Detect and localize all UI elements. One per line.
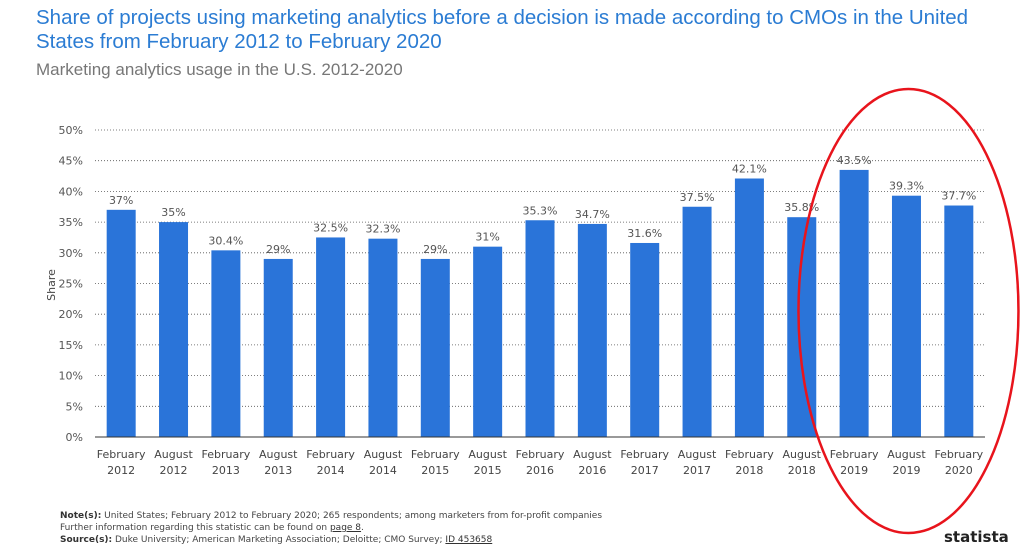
- y-axis-label: Share: [45, 269, 58, 301]
- y-tick-label: 10%: [59, 370, 83, 383]
- bar[interactable]: [211, 250, 241, 437]
- x-tick-label: 2019: [892, 464, 920, 477]
- chart-subtitle: Marketing analytics usage in the U.S. 20…: [36, 60, 403, 79]
- data-label: 29%: [266, 243, 290, 256]
- bar[interactable]: [944, 205, 974, 437]
- bar[interactable]: [473, 246, 503, 437]
- x-tick-label: February: [620, 448, 669, 461]
- x-tick-label: 2013: [212, 464, 240, 477]
- x-tick-label: February: [306, 448, 355, 461]
- data-label: 31.6%: [627, 227, 662, 240]
- x-tick-label: 2020: [945, 464, 973, 477]
- source-text: Duke University; American Marketing Asso…: [112, 535, 446, 545]
- x-tick-label: February: [830, 448, 879, 461]
- page-link[interactable]: page 8: [329, 523, 362, 533]
- x-tick-label: August: [468, 448, 507, 461]
- data-label: 29%: [423, 243, 447, 256]
- x-tick-label: 2014: [317, 464, 345, 477]
- bar[interactable]: [891, 195, 921, 437]
- y-tick-label: 20%: [59, 308, 83, 321]
- chart-title: Share of projects using marketing analyt…: [36, 6, 969, 53]
- x-tick-label: 2015: [421, 464, 449, 477]
- y-tick-label: 35%: [59, 216, 83, 229]
- x-tick-label: August: [364, 448, 403, 461]
- bar[interactable]: [420, 258, 450, 437]
- x-tick-label: 2018: [735, 464, 763, 477]
- id-link[interactable]: ID 453658: [445, 535, 493, 545]
- x-tick-label: February: [934, 448, 983, 461]
- data-label: 37.7%: [941, 190, 976, 203]
- y-tick-label: 5%: [66, 400, 83, 413]
- x-tick-label: August: [259, 448, 298, 461]
- bar[interactable]: [106, 209, 136, 437]
- y-tick-label: 50%: [59, 124, 83, 137]
- x-tick-label: 2013: [264, 464, 292, 477]
- highlight-ellipse: [797, 87, 1020, 535]
- x-tick-label: February: [202, 448, 251, 461]
- y-tick-label: 45%: [59, 155, 83, 168]
- data-label: 35.8%: [784, 201, 819, 214]
- x-tick-label: 2014: [369, 464, 397, 477]
- x-tick-label: 2012: [107, 464, 135, 477]
- bar[interactable]: [316, 237, 346, 437]
- y-tick-label: 0%: [66, 431, 83, 444]
- x-tick-label: February: [97, 448, 146, 461]
- x-tick-label: February: [411, 448, 460, 461]
- bar[interactable]: [577, 223, 607, 437]
- x-tick-label: August: [678, 448, 717, 461]
- data-label: 34.7%: [575, 208, 610, 221]
- chart-notes: Note(s): United States; February 2012 to…: [60, 511, 603, 545]
- bar[interactable]: [525, 220, 555, 437]
- data-label: 35.3%: [523, 204, 558, 217]
- x-tick-label: August: [573, 448, 612, 461]
- further-info: Further information regarding this stati…: [60, 523, 330, 533]
- x-tick-label: August: [154, 448, 193, 461]
- y-tick-label: 40%: [59, 185, 83, 198]
- note-text: United States; February 2012 to February…: [101, 511, 603, 521]
- x-tick-label: 2016: [526, 464, 554, 477]
- y-tick-label: 25%: [59, 278, 83, 291]
- data-label: 43.5%: [837, 154, 872, 167]
- data-label: 32.5%: [313, 221, 348, 234]
- bar[interactable]: [839, 169, 869, 437]
- bar[interactable]: [682, 206, 712, 437]
- data-label: 39.3%: [889, 180, 924, 193]
- data-label: 32.3%: [365, 223, 400, 236]
- note-label: Note(s):: [60, 511, 102, 521]
- x-tick-label: 2017: [683, 464, 711, 477]
- x-tick-label: 2019: [840, 464, 868, 477]
- data-label: 30.4%: [208, 234, 243, 247]
- data-label: 31%: [475, 231, 499, 244]
- bar[interactable]: [263, 258, 293, 437]
- y-tick-label: 30%: [59, 247, 83, 260]
- x-tick-label: 2018: [788, 464, 816, 477]
- bar[interactable]: [159, 222, 189, 437]
- bar[interactable]: [630, 242, 660, 437]
- data-label: 37.5%: [680, 191, 715, 204]
- x-tick-label: 2015: [474, 464, 502, 477]
- bar[interactable]: [368, 238, 398, 437]
- data-label: 37%: [109, 194, 133, 207]
- x-tick-label: August: [783, 448, 822, 461]
- data-label: 42.1%: [732, 163, 767, 176]
- x-tick-label: August: [887, 448, 926, 461]
- x-tick-label: 2017: [631, 464, 659, 477]
- bar[interactable]: [734, 178, 764, 438]
- x-tick-label: 2016: [578, 464, 606, 477]
- x-tick-label: February: [725, 448, 774, 461]
- source-label: Source(s):: [60, 535, 113, 545]
- y-tick-label: 15%: [59, 339, 83, 352]
- statista-logo: statista: [944, 528, 1009, 546]
- data-label: 35%: [161, 206, 185, 219]
- x-tick-label: 2012: [160, 464, 188, 477]
- x-tick-label: February: [516, 448, 565, 461]
